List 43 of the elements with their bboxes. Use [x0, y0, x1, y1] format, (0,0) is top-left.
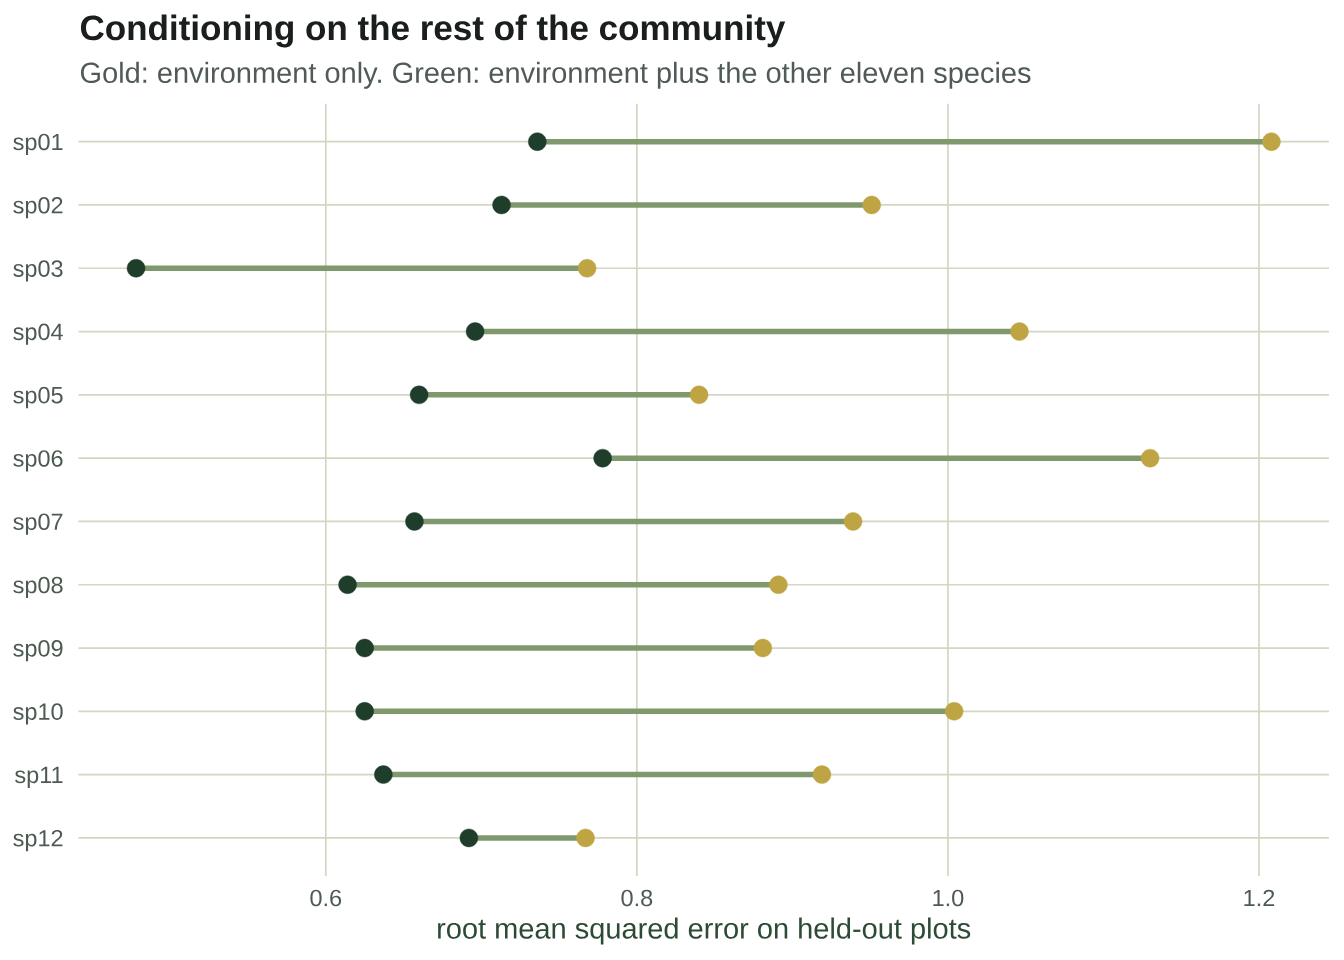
- point: [843, 512, 863, 531]
- point: [812, 765, 832, 784]
- point: [576, 828, 595, 848]
- point: [1262, 132, 1281, 151]
- y-tick-label: sp01: [13, 133, 63, 155]
- point: [944, 702, 964, 721]
- point: [862, 195, 881, 215]
- x-tick-label: 0.8: [621, 889, 653, 907]
- y-tick-label: sp12: [13, 829, 63, 852]
- point: [409, 385, 429, 405]
- x-axis-title: root mean squared error on held-out plots: [438, 917, 971, 945]
- point: [593, 448, 612, 468]
- y-tick-label: sp10: [13, 703, 63, 725]
- chart-title: Conditioning on the rest of the community: [80, 14, 786, 48]
- point: [492, 195, 511, 215]
- x-tick-label: 1.0: [933, 889, 964, 907]
- point: [374, 765, 393, 784]
- y-tick-label: sp07: [13, 513, 63, 535]
- point: [338, 575, 357, 594]
- point: [459, 828, 479, 848]
- y-tick-label: sp09: [13, 640, 63, 662]
- y-tick-label: sp04: [13, 323, 63, 345]
- point: [753, 638, 773, 658]
- point: [126, 259, 146, 278]
- x-tick-label: 0.6: [310, 889, 342, 907]
- y-tick-label: sp03: [13, 260, 63, 282]
- point: [577, 259, 597, 278]
- y-tick-label: sp06: [13, 450, 63, 472]
- point: [405, 512, 424, 531]
- point: [355, 702, 374, 721]
- point: [465, 322, 485, 341]
- point: [1140, 448, 1160, 468]
- point: [528, 132, 547, 151]
- chart-subtitle: Gold: environment only. Green: environment plus the other eleven species: [80, 61, 1031, 89]
- y-tick-label: sp02: [13, 196, 63, 219]
- x-tick-label: 1.2: [1244, 889, 1275, 907]
- y-tick-label: sp08: [13, 576, 63, 599]
- y-tick-label: sp05: [13, 386, 63, 409]
- point: [1010, 322, 1029, 341]
- point: [355, 638, 374, 658]
- y-tick-label: sp11: [15, 766, 63, 788]
- point: [689, 385, 709, 405]
- point: [769, 575, 788, 594]
